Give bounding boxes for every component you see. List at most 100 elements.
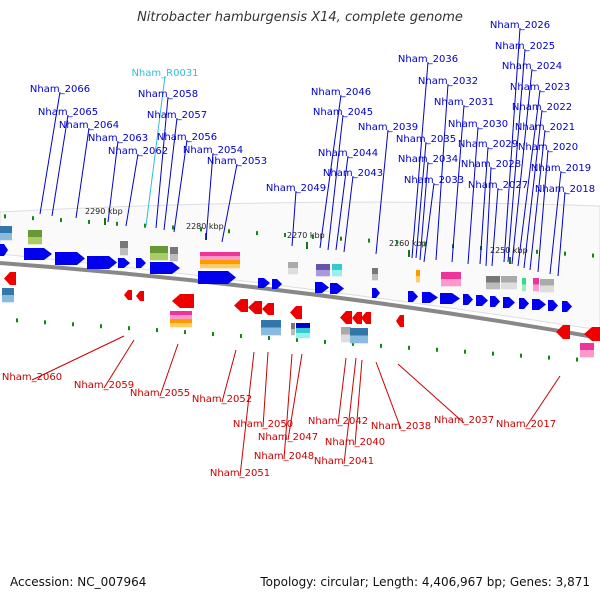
- label-leader-line: [51, 114, 69, 217]
- label-leader-line: [221, 163, 238, 243]
- annotation-block: [0, 233, 12, 241]
- forward-gene-label: Nham_2036: [398, 54, 458, 65]
- label-leader-line: [287, 353, 303, 441]
- forward-gene-label: Nham_2032: [418, 76, 478, 87]
- scale-tick-label: 2270 kbp: [287, 231, 325, 240]
- label-leader-line: [155, 96, 169, 229]
- annotation-block: [522, 284, 526, 292]
- forward-gene-arrow: [463, 294, 473, 305]
- annotation-block: [261, 327, 281, 336]
- forward-gene-label: Nham_2028: [461, 159, 521, 170]
- forward-gene-arrow: [422, 292, 438, 303]
- reverse-gene-label: Nham_2042: [308, 416, 368, 427]
- forward-gene-label: Nham_2024: [502, 61, 562, 72]
- label-leader-line: [107, 140, 119, 223]
- reverse-gene-label: Nham_2041: [314, 456, 374, 467]
- forward-gene-label: Nham_2021: [515, 122, 575, 133]
- reverse-gene-arrow: [136, 291, 144, 301]
- label-leader-line: [205, 152, 214, 241]
- forward-gene-label: Nham_2034: [398, 154, 458, 165]
- label-leader-line: [337, 357, 347, 425]
- annotation-block: [540, 285, 554, 293]
- label-leader-line: [419, 161, 429, 261]
- annotation-block: [372, 274, 378, 281]
- forward-gene-label: Nham_2056: [157, 132, 217, 143]
- label-leader-line: [354, 359, 363, 446]
- reverse-gene-arrow: [290, 306, 302, 319]
- forward-gene-label: Nham_2043: [323, 168, 383, 179]
- label-leader-line: [415, 141, 427, 259]
- annotation-block: [540, 279, 554, 286]
- forward-gene-arrow: [490, 296, 500, 307]
- label-leader-line: [491, 187, 499, 267]
- forward-gene-arrow: [548, 300, 558, 311]
- annotation-block: [501, 276, 517, 283]
- reverse-gene-label: Nham_2060: [2, 372, 62, 383]
- reverse-gene-arrow: [340, 311, 352, 324]
- forward-gene-label: Nham_2029: [458, 139, 518, 150]
- forward-gene-label: Nham_2020: [518, 142, 578, 153]
- forward-gene-arrow: [136, 258, 146, 268]
- reverse-gene-label: Nham_2047: [258, 432, 318, 443]
- label-leader-line: [125, 153, 139, 227]
- forward-gene-arrow: [55, 252, 85, 265]
- forward-gene-label: Nham_2025: [495, 41, 555, 52]
- annotation-block: [120, 248, 128, 256]
- label-leader-line: [75, 127, 90, 219]
- forward-gene-label: Nham_2058: [138, 89, 198, 100]
- forward-gene-label: Nham_2054: [183, 145, 243, 156]
- annotation-block: [296, 333, 310, 339]
- forward-gene-arrow: [87, 256, 117, 269]
- label-leader-line: [283, 353, 293, 460]
- reverse-gene-label: Nham_2055: [130, 388, 190, 399]
- annotation-block: [170, 247, 178, 255]
- scale-tick-label: 2290 kbp: [85, 207, 123, 216]
- annotation-block: [200, 264, 240, 269]
- reverse-gene-label: Nham_2059: [74, 380, 134, 391]
- reverse-gene-arrow: [584, 327, 600, 341]
- label-leader-line: [557, 191, 566, 277]
- forward-gene-label: Nham_2044: [318, 148, 378, 159]
- forward-gene-label: Nham_2057: [147, 110, 207, 121]
- annotation-block: [332, 270, 342, 277]
- label-leader-line: [239, 351, 255, 477]
- annotation-block: [332, 264, 342, 271]
- forward-gene-label: Nham_2030: [448, 119, 508, 130]
- forward-gene-label: Nham_2065: [38, 107, 98, 118]
- annotation-block: [288, 262, 298, 269]
- annotation-block: [150, 253, 168, 261]
- reverse-gene-arrow: [172, 294, 194, 308]
- annotation-block: [441, 279, 461, 287]
- label-leader-line: [163, 117, 178, 231]
- label-leader-line: [397, 363, 465, 424]
- annotation-block: [316, 270, 330, 277]
- annotation-block: [170, 311, 192, 316]
- annotation-block: [580, 350, 594, 358]
- map-title: Nitrobacter hamburgensis X14, complete g…: [137, 10, 463, 25]
- annotation-block: [2, 295, 14, 303]
- forward-gene-arrow: [408, 291, 418, 302]
- forward-gene-arrow: [315, 282, 329, 293]
- label-leader-line: [343, 357, 357, 465]
- forward-gene-arrow: [476, 295, 488, 306]
- label-leader-line: [343, 175, 354, 253]
- annotation-block: [486, 276, 500, 283]
- forward-gene-arrow: [562, 301, 572, 312]
- annotation-block: [200, 260, 240, 265]
- reverse-gene-arrow: [361, 312, 371, 324]
- forward-gene-label: Nham_2019: [531, 163, 591, 174]
- annotation-block: [170, 319, 192, 324]
- label-leader-line: [335, 155, 349, 251]
- topology-summary: Topology: circular; Length: 4,406,967 bp…: [260, 575, 590, 589]
- reverse-gene-arrow: [234, 299, 248, 312]
- forward-gene-label: Nham_2022: [512, 102, 572, 113]
- label-leader-line: [523, 109, 543, 269]
- label-leader-line: [549, 170, 562, 275]
- annotation-block: [261, 320, 281, 328]
- annotation-block: [416, 276, 420, 283]
- reverse-gene-label: Nham_2048: [254, 451, 314, 462]
- accession-text: Accession: NC_007964: [10, 575, 147, 589]
- reverse-gene-label: Nham_2017: [496, 419, 556, 430]
- annotation-block: [296, 328, 310, 334]
- forward-gene-arrow: [440, 293, 460, 304]
